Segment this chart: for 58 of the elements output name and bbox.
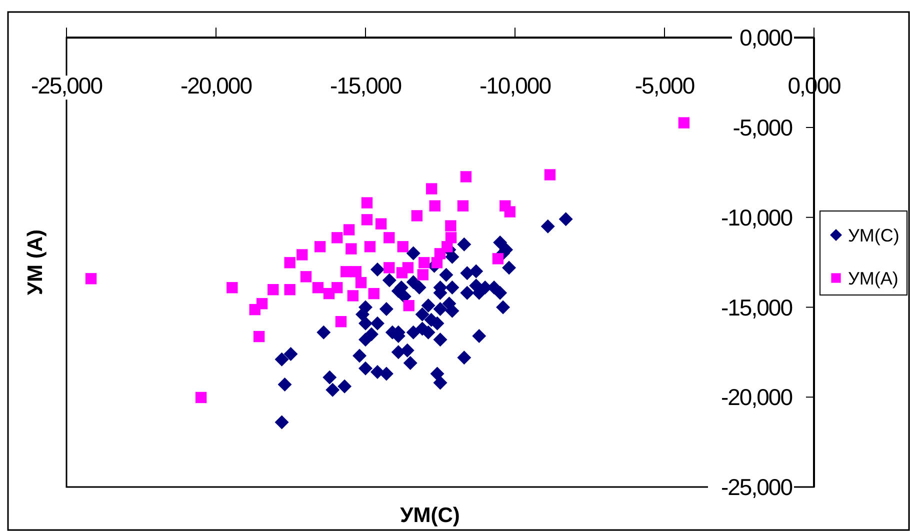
x-tick-label: -5,000 [634, 72, 694, 99]
legend-label: УМ(С) [848, 225, 900, 246]
point [445, 220, 456, 232]
point [355, 277, 367, 288]
point [195, 392, 207, 404]
y-tick-label: -20,000 [720, 384, 792, 410]
point [460, 171, 472, 182]
y-tick-label: -5,000 [732, 114, 792, 141]
point [431, 257, 443, 268]
point [417, 269, 429, 280]
point [364, 241, 376, 252]
point [284, 257, 296, 268]
point [85, 273, 97, 284]
point [375, 218, 387, 230]
x-tick-label: -10,000 [479, 72, 551, 99]
point [335, 316, 347, 328]
point [284, 284, 296, 296]
point [504, 206, 516, 218]
point [300, 271, 312, 282]
y-tick-label: 0,000 [739, 24, 792, 51]
point [426, 183, 438, 194]
point [350, 266, 362, 278]
point [361, 197, 373, 208]
point [346, 243, 357, 254]
point [418, 257, 430, 268]
x-tick-label: -20,000 [180, 72, 252, 99]
point [678, 117, 690, 128]
point [226, 282, 238, 294]
x-tick-label: -15,000 [330, 72, 402, 99]
point [312, 282, 324, 294]
point [253, 330, 265, 342]
point [343, 224, 355, 236]
y-tick-label: -15,000 [720, 294, 792, 320]
x-axis-title: УМ(С) [400, 504, 460, 527]
y-axis-title: УМ (А) [24, 230, 47, 296]
point [429, 200, 440, 212]
point [384, 232, 395, 244]
x-tick-label: -25,000 [30, 72, 102, 99]
point [397, 241, 408, 252]
point [331, 232, 343, 244]
point [403, 300, 414, 312]
point [296, 249, 308, 260]
point [314, 241, 326, 252]
point [492, 253, 504, 264]
point [361, 214, 373, 226]
point [249, 304, 260, 316]
point [402, 262, 414, 274]
point [384, 262, 395, 274]
legend-label: УМ(А) [848, 268, 898, 288]
point [268, 284, 279, 296]
point [457, 200, 469, 212]
y-tick-label: -10,000 [720, 204, 792, 230]
point [368, 288, 380, 300]
point [411, 210, 423, 222]
y-tick-label: -25,000 [720, 474, 792, 500]
point [347, 290, 359, 302]
point [544, 169, 556, 180]
point [323, 288, 335, 300]
